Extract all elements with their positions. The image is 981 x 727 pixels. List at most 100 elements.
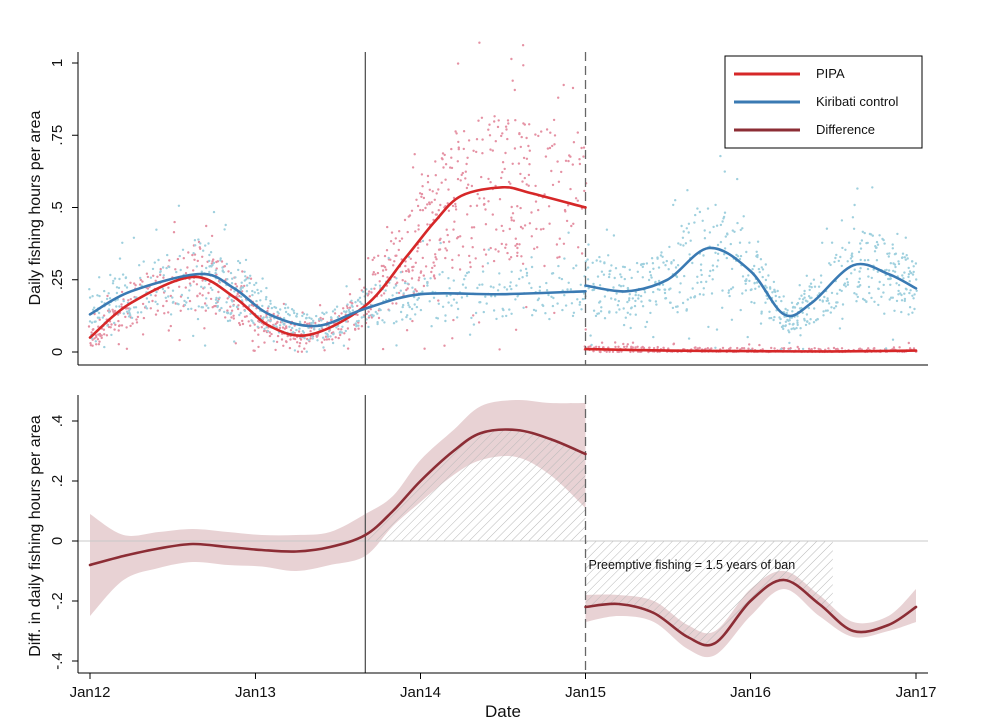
scatter-point [209, 297, 213, 301]
scatter-point [205, 266, 208, 270]
scatter-point [553, 143, 556, 146]
scatter-point [214, 271, 217, 275]
scatter-point [784, 307, 787, 311]
bottom-x-ticks: Jan12 Jan13 Jan14 Jan15 Jan16 Jan17 [70, 673, 936, 701]
scatter-point [878, 234, 881, 237]
scatter-point [580, 146, 583, 150]
scatter-point [208, 270, 211, 274]
scatter-point [249, 324, 252, 327]
scatter-point [748, 343, 751, 346]
scatter-point [748, 279, 751, 283]
scatter-point [569, 187, 572, 191]
scatter-point [892, 346, 896, 349]
scatter-point [186, 296, 190, 300]
scatter-point [698, 293, 702, 296]
scatter-point [727, 289, 731, 292]
scatter-point [378, 280, 381, 283]
scatter-point [98, 316, 101, 319]
scatter-point [498, 198, 502, 201]
scatter-point [360, 302, 363, 305]
scatter-point [302, 331, 306, 334]
scatter-point [241, 270, 244, 273]
scatter-point [312, 321, 315, 324]
scatter-point [171, 296, 174, 299]
scatter-point [155, 228, 158, 231]
scatter-point [641, 345, 644, 349]
scatter-point [168, 265, 171, 269]
scatter-point [798, 284, 801, 287]
scatter-point [904, 258, 907, 261]
scatter-point [253, 323, 256, 326]
scatter-point [426, 181, 430, 184]
scatter-point [768, 286, 772, 289]
scatter-point [267, 305, 270, 308]
scatter-point [872, 268, 875, 271]
scatter-point [556, 160, 559, 163]
scatter-point [492, 286, 495, 289]
scatter-point [753, 301, 756, 305]
scatter-point [351, 302, 354, 305]
scatter-point [204, 244, 207, 247]
scatter-point [519, 206, 522, 210]
scatter-point [196, 259, 199, 263]
scatter-point [346, 306, 349, 310]
scatter-point [278, 324, 282, 327]
scatter-point [430, 270, 433, 274]
scatter-point [393, 275, 396, 279]
scatter-point [365, 292, 369, 295]
scatter-point [229, 271, 233, 275]
scatter-point [162, 274, 165, 277]
scatter-point [722, 217, 725, 220]
scatter-point [813, 285, 817, 288]
scatter-point [209, 251, 213, 254]
scatter-point [97, 325, 100, 328]
scatter-point [98, 318, 101, 321]
scatter-point [462, 130, 466, 133]
scatter-point [240, 281, 243, 284]
scatter-point [550, 169, 553, 173]
scatter-point [391, 302, 394, 305]
scatter-point [498, 272, 501, 275]
scatter-point [840, 347, 844, 350]
scatter-point [365, 312, 368, 316]
scatter-point [373, 287, 376, 290]
scatter-point [298, 342, 302, 345]
scatter-point [259, 315, 262, 318]
scatter-point [484, 223, 488, 226]
scatter-point [272, 312, 275, 316]
scatter-point [484, 253, 488, 256]
scatter-point [875, 240, 879, 244]
scatter-point [589, 334, 592, 337]
scatter-point [826, 309, 829, 312]
scatter-point [135, 318, 138, 321]
scatter-point [520, 135, 523, 139]
scatter-point [236, 292, 239, 296]
scatter-point [603, 295, 607, 298]
scatter-point [863, 259, 867, 262]
scatter-point [378, 284, 382, 287]
scatter-point [633, 304, 637, 308]
top-y-axis-label: Daily fishing hours per area [27, 111, 44, 306]
scatter-point [130, 316, 134, 320]
x-tick-label: Jan14 [400, 684, 441, 701]
scatter-point [836, 301, 839, 304]
scatter-point [241, 322, 245, 326]
scatter-point [198, 246, 201, 249]
scatter-point [472, 149, 475, 152]
hatched-areas [365, 429, 833, 646]
scatter-point [238, 294, 241, 298]
scatter-point [450, 156, 453, 159]
scatter-point [850, 254, 853, 257]
scatter-point [90, 331, 93, 334]
scatter-point [121, 241, 124, 244]
scatter-point [406, 314, 409, 317]
scatter-point [367, 257, 370, 260]
scatter-point [714, 251, 717, 254]
scatter-point [629, 313, 632, 316]
scatter-point [276, 334, 280, 338]
scatter-point [873, 250, 877, 253]
scatter-point [215, 296, 218, 300]
scatter-point [557, 96, 560, 99]
scatter-point [197, 305, 200, 308]
scatter-point [141, 302, 145, 306]
